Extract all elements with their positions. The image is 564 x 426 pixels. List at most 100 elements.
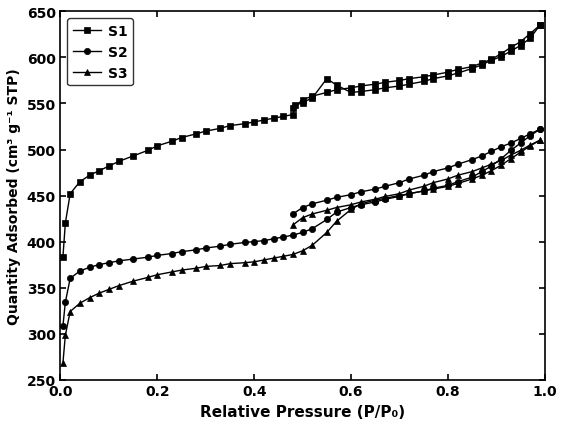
S3 — [202, 264, 209, 269]
S2 — [178, 250, 185, 255]
S1 — [193, 132, 200, 137]
S3 — [154, 273, 161, 278]
S1 — [60, 255, 67, 260]
S2 — [527, 134, 534, 139]
S2 — [333, 210, 340, 215]
S2 — [347, 205, 354, 210]
S2 — [105, 261, 112, 266]
S2 — [469, 175, 475, 180]
S2 — [202, 246, 209, 251]
S1 — [536, 23, 543, 29]
S3 — [299, 249, 306, 254]
S1 — [420, 80, 427, 85]
S2 — [241, 240, 248, 245]
S1 — [517, 44, 524, 49]
S2 — [144, 255, 151, 260]
S1 — [67, 192, 73, 197]
S2 — [454, 180, 461, 185]
S2 — [406, 192, 412, 197]
S1 — [115, 160, 122, 165]
S3 — [372, 198, 378, 203]
S3 — [382, 196, 389, 201]
S3 — [86, 296, 93, 301]
S1 — [478, 63, 485, 68]
S3 — [289, 252, 296, 257]
S2 — [323, 217, 330, 222]
S1 — [299, 101, 306, 106]
S2 — [130, 257, 136, 262]
S3 — [478, 173, 485, 178]
S3 — [469, 177, 475, 182]
S1 — [280, 115, 287, 120]
Y-axis label: Quantity Adsorbed (cm³ g⁻¹ STP): Quantity Adsorbed (cm³ g⁻¹ STP) — [7, 68, 21, 324]
S3 — [333, 219, 340, 225]
S2 — [86, 265, 93, 270]
S2 — [478, 170, 485, 175]
S2 — [251, 239, 258, 245]
S2 — [280, 235, 287, 240]
S2 — [309, 227, 316, 232]
S2 — [193, 248, 200, 253]
S1 — [333, 83, 340, 89]
S1 — [527, 37, 534, 42]
S3 — [241, 261, 248, 266]
S1 — [77, 180, 83, 185]
S2 — [227, 242, 233, 248]
S3 — [406, 192, 412, 197]
S3 — [508, 157, 514, 162]
S3 — [454, 181, 461, 187]
X-axis label: Relative Pressure (P/P₀): Relative Pressure (P/P₀) — [200, 404, 405, 419]
S3 — [536, 138, 543, 144]
S1 — [62, 221, 69, 226]
S2 — [270, 237, 277, 242]
S3 — [115, 284, 122, 289]
S3 — [67, 309, 73, 314]
S3 — [60, 361, 67, 366]
S1 — [144, 149, 151, 154]
S1 — [202, 129, 209, 134]
S1 — [358, 90, 364, 95]
S1 — [96, 169, 103, 174]
S1 — [130, 154, 136, 159]
S1 — [347, 91, 354, 96]
S1 — [498, 55, 505, 60]
S1 — [469, 67, 475, 72]
S3 — [217, 263, 224, 268]
S3 — [96, 291, 103, 296]
S3 — [261, 258, 267, 263]
S1 — [444, 74, 451, 79]
S2 — [536, 127, 543, 132]
S3 — [193, 266, 200, 271]
S3 — [347, 207, 354, 213]
S1 — [372, 88, 378, 93]
S1 — [227, 124, 233, 129]
S1 — [430, 77, 437, 82]
S1 — [169, 139, 175, 144]
S2 — [60, 324, 67, 329]
S3 — [420, 189, 427, 194]
S2 — [508, 149, 514, 154]
S1 — [251, 120, 258, 125]
S3 — [105, 287, 112, 292]
S1 — [270, 116, 277, 121]
S1 — [508, 49, 514, 55]
S3 — [144, 275, 151, 280]
S1 — [217, 127, 224, 132]
S3 — [77, 301, 83, 306]
S2 — [299, 230, 306, 236]
S1 — [261, 118, 267, 124]
S2 — [488, 164, 495, 169]
S2 — [396, 194, 403, 199]
S2 — [420, 189, 427, 194]
S2 — [289, 233, 296, 238]
S2 — [67, 276, 73, 281]
S3 — [130, 279, 136, 284]
S2 — [382, 197, 389, 202]
S3 — [358, 202, 364, 207]
S2 — [358, 203, 364, 208]
S1 — [292, 104, 299, 109]
S2 — [154, 253, 161, 258]
S3 — [62, 333, 69, 338]
S3 — [444, 184, 451, 190]
S3 — [280, 254, 287, 259]
